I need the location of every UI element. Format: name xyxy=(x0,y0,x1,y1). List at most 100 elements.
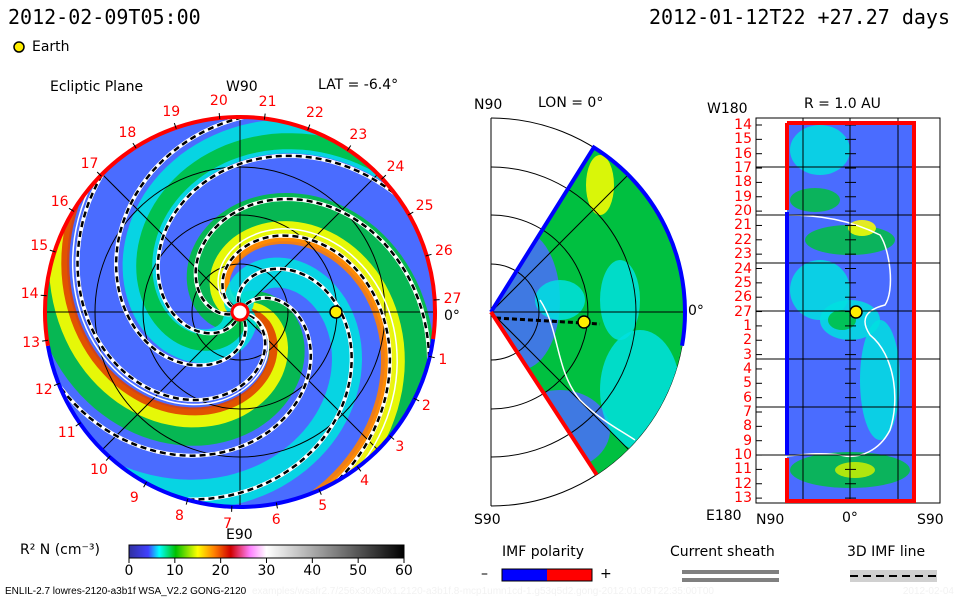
run-path: examples/wsafr2.7/256x30x90x1.2120-a3b1f… xyxy=(252,586,714,597)
density-blob xyxy=(586,155,614,215)
day-tick xyxy=(275,502,278,509)
imf-line-dash xyxy=(71,267,353,501)
ecliptic-zero-label: 0° xyxy=(444,308,460,324)
radial-y-label: 24 xyxy=(734,260,752,277)
day-tick xyxy=(173,122,177,129)
day-label: 9 xyxy=(129,489,139,506)
imf-plus: + xyxy=(600,566,612,582)
colorbar-tick-label: 40 xyxy=(303,563,322,579)
imf-line-dash xyxy=(156,154,434,335)
meridional-lon-label: LON = 0° xyxy=(538,95,604,111)
day-tick xyxy=(132,142,137,149)
day-label: 22 xyxy=(305,105,324,122)
radial-top-label: W180 xyxy=(707,101,748,117)
imf-minus: – xyxy=(481,566,488,582)
radial-y-label: 22 xyxy=(734,231,752,248)
day-tick xyxy=(347,145,352,151)
density-blob xyxy=(535,280,585,320)
radial-y-label: 26 xyxy=(734,289,752,306)
density-blob xyxy=(510,390,610,470)
imf-line-dash xyxy=(46,272,313,457)
radial-x-label-n90: N90 xyxy=(756,512,785,528)
day-label: 7 xyxy=(223,515,232,532)
meridional-plane-plot xyxy=(489,117,687,507)
day-tick xyxy=(40,294,47,297)
radial-y-label: 8 xyxy=(743,418,752,435)
colorbar-tick-label: 60 xyxy=(395,563,413,579)
imf-line-dash xyxy=(194,197,431,476)
day-label: 21 xyxy=(258,93,277,110)
current-sheath-swatch xyxy=(682,570,779,574)
day-label: 15 xyxy=(30,238,49,255)
radial-y-label: 11 xyxy=(734,461,752,478)
density-band xyxy=(186,192,434,506)
day-label: 5 xyxy=(318,497,328,514)
radial-y-label: 2 xyxy=(743,332,752,349)
day-label: 26 xyxy=(434,242,453,259)
ecliptic-lat-label: LAT = -6.4° xyxy=(318,77,399,93)
day-label: 4 xyxy=(360,472,370,489)
day-tick xyxy=(53,382,60,387)
day-label: 17 xyxy=(80,155,99,172)
radial-y-label: 16 xyxy=(734,145,752,162)
radial-y-label: 15 xyxy=(734,131,752,148)
day-label: 10 xyxy=(90,461,108,478)
density-band xyxy=(209,221,405,506)
day-tick xyxy=(218,113,221,120)
day-tick xyxy=(428,355,435,359)
day-label: 13 xyxy=(22,334,41,351)
day-label: 16 xyxy=(50,194,69,211)
earth-legend-icon xyxy=(13,41,25,53)
meridional-bottom-label: S90 xyxy=(474,512,501,528)
earth-legend-label: Earth xyxy=(32,39,70,55)
density-band xyxy=(46,257,363,506)
day-tick xyxy=(143,481,147,488)
current-sheath-line xyxy=(71,118,270,406)
day-label: 18 xyxy=(118,124,137,141)
ecliptic-plane-plot xyxy=(40,113,440,512)
day-tick xyxy=(68,207,75,212)
density-blob xyxy=(790,188,840,212)
colorbar-tick-label: 30 xyxy=(257,563,276,579)
radial-x-label-0: 0° xyxy=(842,510,858,526)
current-time: 2012-02-09T05:00 xyxy=(8,5,201,29)
radial-y-label: 4 xyxy=(743,360,752,377)
day-label: 6 xyxy=(271,512,281,529)
day-label: 1 xyxy=(438,352,448,369)
day-tick xyxy=(425,253,432,257)
radial-map-plot xyxy=(755,117,941,504)
earth-marker xyxy=(849,305,863,319)
imf-line-dash xyxy=(76,118,267,402)
radial-title: R = 1.0 AU xyxy=(804,96,881,112)
day-tick xyxy=(389,435,395,440)
earth-marker xyxy=(577,315,591,329)
radial-y-label: 25 xyxy=(734,274,752,291)
day-tick xyxy=(407,211,414,216)
day-label: 20 xyxy=(209,93,228,110)
day-tick xyxy=(263,113,266,120)
density-band xyxy=(136,133,434,351)
day-label: 3 xyxy=(395,439,405,456)
day-tick xyxy=(42,339,49,342)
colorbar-tick-label: 50 xyxy=(349,563,367,579)
ecliptic-title: Ecliptic Plane xyxy=(50,79,144,95)
day-label: 2 xyxy=(421,398,431,415)
sun-marker xyxy=(230,302,250,322)
day-tick xyxy=(381,174,387,180)
radial-y-label: 7 xyxy=(743,404,752,420)
run-date: 2012-02-04 xyxy=(902,586,954,597)
day-tick xyxy=(307,124,311,131)
radial-y-label: 5 xyxy=(743,375,752,392)
radial-y-label: 20 xyxy=(734,203,752,220)
density-blob xyxy=(600,260,640,340)
ecliptic-bottom-label: E90 xyxy=(226,527,253,543)
radial-y-label: 3 xyxy=(743,346,752,363)
day-tick xyxy=(96,171,102,177)
radial-y-label: 21 xyxy=(734,217,752,234)
radial-y-label: 9 xyxy=(743,432,752,449)
reference-time: 2012-01-12T22 +27.27 days xyxy=(648,5,950,29)
day-label: 25 xyxy=(415,198,434,215)
day-label: 14 xyxy=(20,286,39,303)
imf-line-legend-title: 3D IMF line xyxy=(847,544,926,560)
day-tick xyxy=(413,397,420,402)
